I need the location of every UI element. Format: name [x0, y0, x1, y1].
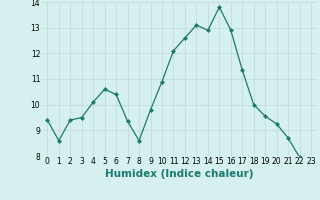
- X-axis label: Humidex (Indice chaleur): Humidex (Indice chaleur): [105, 169, 253, 179]
